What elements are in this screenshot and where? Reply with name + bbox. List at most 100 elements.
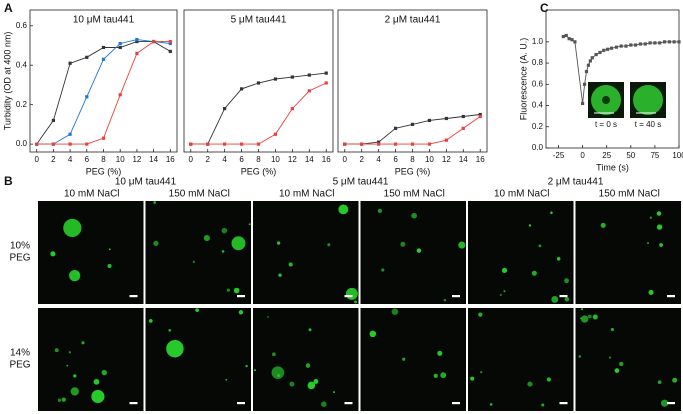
droplet bbox=[305, 363, 311, 368]
x-tick-label: 0 bbox=[189, 155, 194, 164]
droplet bbox=[108, 248, 111, 251]
x-tick-label: 2 bbox=[359, 155, 364, 164]
droplet bbox=[277, 374, 281, 377]
x-tick-label: 8 bbox=[410, 155, 415, 164]
droplet bbox=[377, 208, 383, 213]
series-line bbox=[36, 41, 171, 145]
micrograph bbox=[145, 201, 251, 304]
droplet bbox=[527, 381, 533, 387]
data-point bbox=[606, 47, 610, 51]
droplet bbox=[656, 224, 663, 230]
droplet bbox=[168, 328, 172, 332]
droplet bbox=[338, 204, 349, 215]
x-tick-label: 50 bbox=[626, 151, 635, 160]
data-point bbox=[624, 44, 628, 48]
droplet bbox=[321, 401, 327, 407]
droplet bbox=[93, 378, 100, 385]
data-point bbox=[634, 43, 638, 47]
droplet bbox=[271, 366, 285, 379]
x-tick-label: 16 bbox=[322, 155, 331, 164]
droplet bbox=[503, 290, 506, 293]
data-point bbox=[290, 107, 294, 111]
droplet bbox=[610, 327, 614, 332]
droplet bbox=[354, 300, 358, 304]
data-point bbox=[239, 87, 244, 91]
y-tick-label: 0.0 bbox=[16, 139, 28, 148]
droplet bbox=[61, 397, 66, 402]
y-tick-label: 0.4 bbox=[16, 60, 28, 69]
data-point bbox=[614, 45, 618, 49]
micrograph bbox=[575, 201, 681, 304]
droplet bbox=[608, 356, 612, 359]
group-title: 2 μM tau441 bbox=[548, 177, 604, 188]
droplet bbox=[248, 223, 251, 226]
droplet bbox=[580, 317, 582, 320]
data-point bbox=[602, 48, 606, 52]
data-point bbox=[273, 77, 278, 81]
scale-bar bbox=[452, 295, 460, 298]
x-tick-label: 8 bbox=[256, 155, 261, 164]
data-point bbox=[444, 138, 448, 142]
condition-label: 10 mM NaCl bbox=[279, 189, 335, 200]
droplet bbox=[550, 211, 553, 215]
scale-bar bbox=[452, 402, 460, 405]
panel-label: A bbox=[4, 1, 13, 15]
data-point bbox=[85, 142, 89, 146]
micrograph bbox=[38, 201, 144, 304]
panel-label: C bbox=[540, 1, 549, 15]
x-tick-label: 75 bbox=[650, 151, 659, 160]
data-point bbox=[377, 140, 381, 144]
x-tick-label: 0 bbox=[34, 155, 39, 164]
data-point bbox=[307, 89, 311, 93]
data-point bbox=[427, 142, 432, 146]
data-point bbox=[206, 142, 210, 146]
droplet bbox=[480, 371, 483, 374]
data-point bbox=[343, 142, 347, 146]
data-point bbox=[564, 33, 568, 38]
data-point bbox=[584, 69, 589, 74]
droplet bbox=[226, 288, 231, 292]
droplet bbox=[391, 308, 399, 315]
series-line bbox=[344, 116, 481, 145]
scale-bar bbox=[237, 402, 245, 405]
droplet bbox=[231, 236, 246, 251]
data-point bbox=[653, 41, 657, 45]
droplet bbox=[70, 387, 79, 396]
droplet bbox=[221, 250, 225, 253]
series-line bbox=[36, 41, 171, 145]
x-axis-label: PEG (%) bbox=[86, 166, 122, 176]
data-point bbox=[461, 126, 465, 130]
data-point bbox=[152, 39, 156, 44]
droplet bbox=[73, 374, 77, 378]
y-axis-label: Turbidity (OD at 400 nm) bbox=[2, 32, 12, 131]
data-point bbox=[168, 49, 172, 54]
data-point bbox=[478, 114, 482, 119]
data-point bbox=[324, 81, 328, 85]
droplet bbox=[400, 241, 406, 247]
data-point bbox=[410, 122, 415, 126]
inset-droplet bbox=[633, 85, 663, 115]
series-line bbox=[190, 82, 327, 145]
data-point bbox=[648, 41, 652, 45]
droplet bbox=[91, 389, 105, 404]
droplet bbox=[501, 267, 508, 273]
droplet bbox=[660, 399, 669, 407]
droplet bbox=[76, 272, 80, 275]
droplet bbox=[221, 227, 228, 234]
x-tick-label: 4 bbox=[376, 155, 381, 164]
x-tick-label: 25 bbox=[602, 151, 611, 160]
droplet bbox=[203, 234, 210, 242]
droplet bbox=[433, 373, 438, 378]
data-point bbox=[377, 142, 381, 146]
micrograph bbox=[468, 308, 574, 411]
scale-bar bbox=[667, 295, 675, 298]
droplet bbox=[489, 403, 493, 406]
data-point bbox=[135, 51, 139, 55]
x-tick-label: 2 bbox=[51, 155, 56, 164]
droplet bbox=[192, 260, 195, 263]
x-tick-label: 16 bbox=[166, 155, 175, 164]
inset-label: t = 40 s bbox=[635, 120, 661, 129]
data-point bbox=[273, 132, 278, 136]
droplet bbox=[63, 218, 82, 238]
